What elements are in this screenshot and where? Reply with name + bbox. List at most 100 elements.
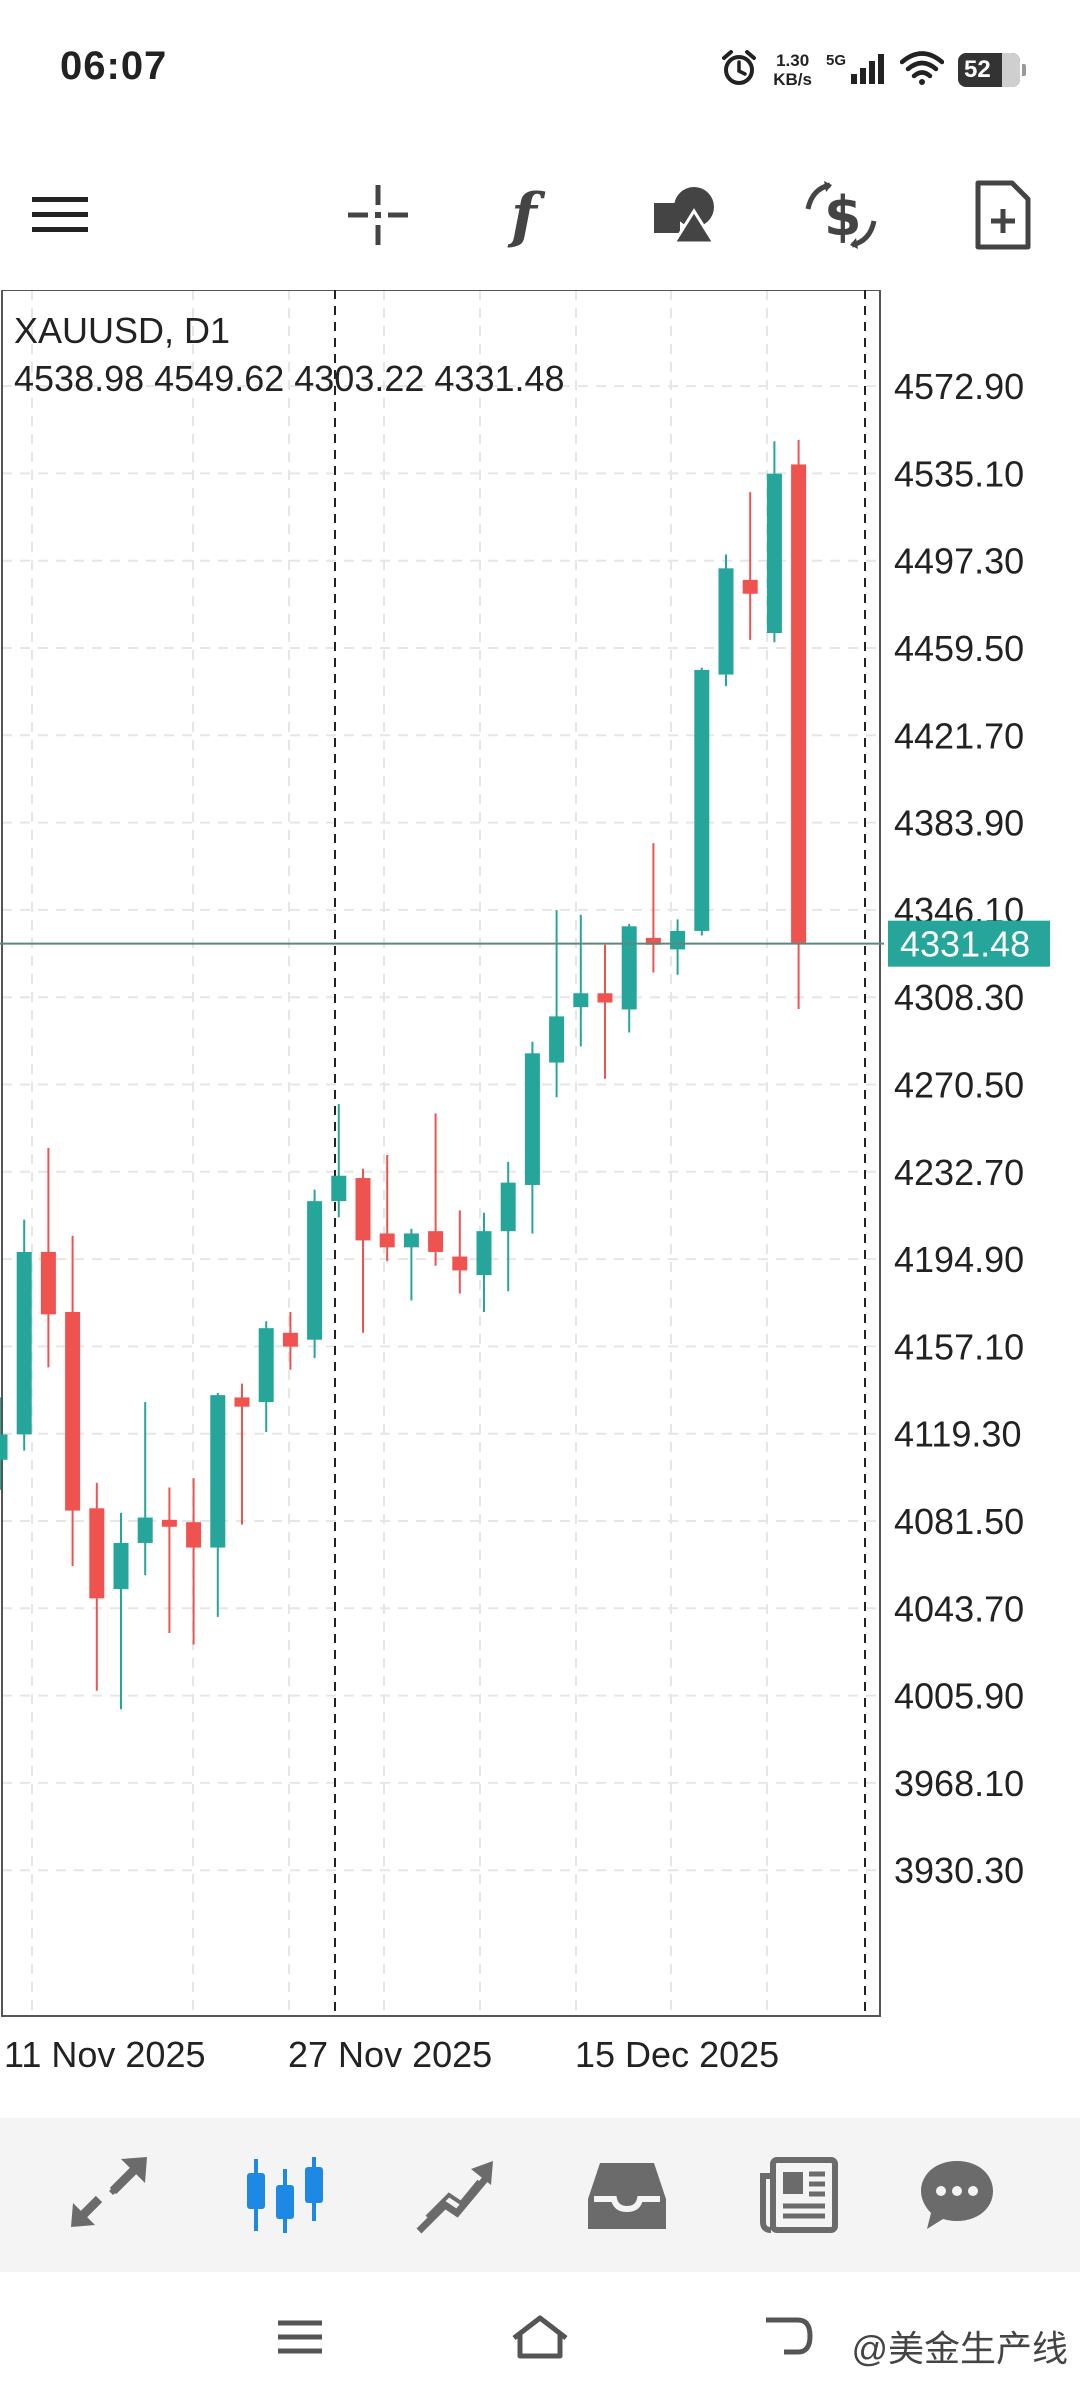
system-navigation: @美金生产线 bbox=[0, 2272, 1080, 2400]
candle-body bbox=[766, 473, 782, 633]
battery-level: 52 bbox=[964, 56, 991, 83]
crosshair-button[interactable] bbox=[333, 170, 423, 260]
nav-chart[interactable] bbox=[230, 2140, 340, 2250]
recent-apps-button[interactable] bbox=[260, 2302, 340, 2372]
status-time: 06:07 bbox=[60, 44, 168, 88]
candle-body bbox=[694, 669, 710, 931]
y-tick-label: 4043.70 bbox=[894, 1588, 1024, 1629]
candle-body bbox=[40, 1251, 56, 1315]
candle-body bbox=[718, 568, 734, 675]
candle-body bbox=[573, 993, 589, 1008]
chart-toolbar: f $ bbox=[0, 160, 1080, 260]
newspaper-icon bbox=[760, 2157, 838, 2233]
y-tick-label: 4270.50 bbox=[894, 1065, 1024, 1106]
candle-body bbox=[137, 1517, 153, 1543]
new-document-icon bbox=[975, 180, 1031, 250]
chat-bubble-icon bbox=[921, 2161, 993, 2229]
last-price-label: 4331.48 bbox=[900, 924, 1030, 965]
trade-dollar-icon: $ bbox=[805, 181, 877, 249]
y-tick-label: 4308.30 bbox=[894, 977, 1024, 1018]
nav-news[interactable] bbox=[744, 2140, 854, 2250]
y-tick-label: 4194.90 bbox=[894, 1239, 1024, 1280]
back-button[interactable] bbox=[748, 2302, 828, 2372]
nav-messages[interactable] bbox=[902, 2140, 1012, 2250]
candle-body bbox=[645, 937, 661, 945]
nav-quotes[interactable] bbox=[54, 2140, 164, 2250]
new-order-button[interactable] bbox=[958, 170, 1048, 260]
status-icons: 1.30 KB/s 5G 52 bbox=[719, 48, 1026, 93]
y-tick-label: 4383.90 bbox=[894, 803, 1024, 844]
y-tick-label: 4535.10 bbox=[894, 453, 1024, 494]
trade-button[interactable]: $ bbox=[796, 170, 886, 260]
y-tick-label: 4081.50 bbox=[894, 1501, 1024, 1542]
candle-body bbox=[379, 1233, 395, 1248]
y-tick-label: 4497.30 bbox=[894, 541, 1024, 582]
crosshair-icon bbox=[348, 185, 408, 245]
candlestick-chart-icon bbox=[247, 2157, 323, 2233]
trade-trend-icon bbox=[416, 2161, 493, 2234]
svg-text:$: $ bbox=[824, 185, 862, 248]
chart-area[interactable]: 4572.90 4535.10 4497.30 4459.50 4421.70 4383.… bbox=[0, 290, 1080, 2076]
battery-icon: 52 bbox=[958, 53, 1026, 87]
home-button[interactable] bbox=[500, 2302, 580, 2372]
y-tick-label: 3930.30 bbox=[894, 1850, 1024, 1891]
candle-body bbox=[0, 1434, 8, 1460]
indicators-button[interactable]: f bbox=[487, 170, 577, 260]
network-speed: 1.30 KB/s bbox=[773, 51, 812, 89]
alarm-icon bbox=[719, 48, 759, 93]
wifi-icon bbox=[899, 50, 945, 90]
candle-body bbox=[210, 1395, 226, 1548]
candle-body bbox=[161, 1519, 177, 1527]
candle-body bbox=[89, 1508, 105, 1599]
candle-body bbox=[742, 579, 758, 594]
candle-body bbox=[549, 1016, 565, 1063]
svg-text:f: f bbox=[507, 181, 546, 250]
candle-body bbox=[428, 1231, 444, 1252]
candle-body bbox=[524, 1053, 540, 1185]
y-tick-label: 4421.70 bbox=[894, 715, 1024, 756]
chart-symbol: XAUUSD, D1 bbox=[14, 310, 231, 351]
candle-body bbox=[452, 1256, 468, 1271]
chart-ohlc: 4538.98 4549.62 4303.22 4331.48 bbox=[14, 358, 565, 399]
network-speed-unit: KB/s bbox=[773, 70, 812, 89]
y-tick-label: 4572.90 bbox=[894, 366, 1024, 407]
candle-body bbox=[307, 1201, 323, 1340]
y-tick-label: 4119.30 bbox=[894, 1414, 1021, 1455]
back-icon bbox=[766, 2317, 813, 2355]
quotes-arrows-icon bbox=[71, 2157, 147, 2227]
last-price-tag bbox=[888, 920, 1050, 967]
plot-border bbox=[1, 290, 881, 2017]
candle-body bbox=[621, 926, 637, 1010]
inbox-icon bbox=[588, 2163, 666, 2229]
candle-body bbox=[331, 1175, 347, 1202]
candle-body bbox=[476, 1231, 492, 1276]
network-speed-value: 1.30 bbox=[776, 51, 810, 70]
x-tick-label: 15 Dec 2025 bbox=[575, 2034, 779, 2075]
candle-body bbox=[355, 1178, 371, 1241]
candlestick-chart[interactable]: 4572.90 4535.10 4497.30 4459.50 4421.70 4383.… bbox=[0, 290, 1080, 2076]
status-bar: 06:07 1.30 KB/s 5G 52 bbox=[0, 0, 1080, 140]
x-tick-label: 27 Nov 2025 bbox=[288, 2034, 492, 2075]
candle-body bbox=[403, 1233, 419, 1248]
nav-trade[interactable] bbox=[400, 2140, 510, 2250]
candle-body bbox=[258, 1328, 274, 1403]
y-tick-label: 4005.90 bbox=[894, 1676, 1024, 1717]
candle-body bbox=[282, 1332, 298, 1347]
watermark: @美金生产线 bbox=[851, 2328, 1068, 2369]
candle-body bbox=[234, 1397, 250, 1407]
function-icon: f bbox=[507, 181, 546, 250]
network-type: 5G bbox=[825, 51, 846, 69]
nav-history[interactable] bbox=[572, 2140, 682, 2250]
candle-body bbox=[16, 1251, 32, 1435]
menu-icon bbox=[32, 197, 88, 232]
y-tick-label: 4459.50 bbox=[894, 628, 1024, 669]
candle-body bbox=[186, 1522, 202, 1548]
home-icon bbox=[512, 2315, 568, 2359]
objects-button[interactable] bbox=[642, 170, 732, 260]
y-tick-label: 4232.70 bbox=[894, 1152, 1024, 1193]
candle-body bbox=[791, 464, 807, 944]
y-tick-label: 4157.10 bbox=[894, 1326, 1024, 1367]
bottom-navigation bbox=[0, 2118, 1080, 2272]
recent-apps-icon bbox=[278, 2320, 322, 2354]
menu-button[interactable] bbox=[15, 170, 105, 260]
